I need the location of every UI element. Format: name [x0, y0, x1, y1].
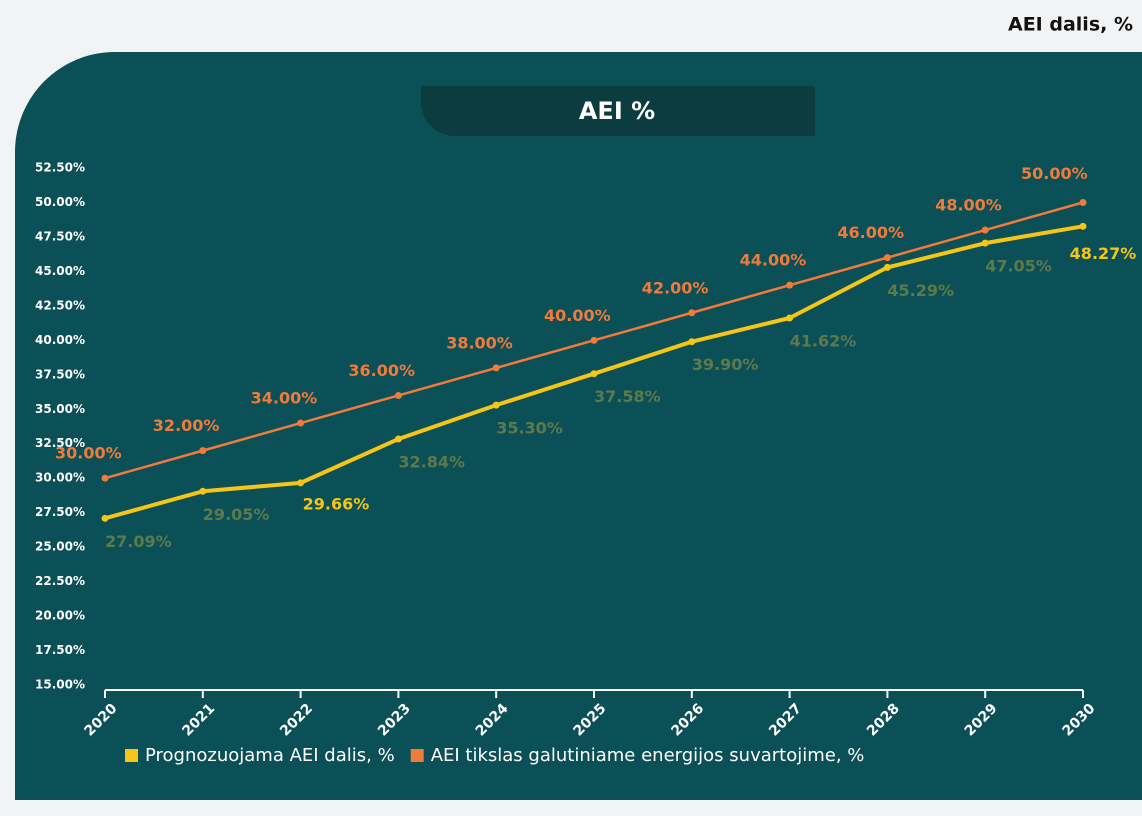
data-label: 36.00% [348, 361, 415, 380]
chart-title: AEI % [579, 97, 655, 125]
data-point [1079, 198, 1087, 206]
data-label: 45.29% [887, 281, 954, 300]
data-label: 37.58% [594, 387, 661, 406]
y-tick-label: 47.50% [35, 229, 85, 243]
data-label: 40.00% [544, 306, 611, 325]
y-tick-label: 50.00% [35, 195, 85, 209]
y-tick-label: 15.00% [35, 678, 85, 692]
data-point [786, 281, 794, 289]
data-label: 47.05% [985, 257, 1052, 276]
y-tick-label: 45.00% [35, 264, 85, 278]
data-label: 29.05% [203, 505, 270, 524]
y-tick-label: 20.00% [35, 609, 85, 623]
data-point [394, 435, 402, 443]
y-tick-label: 17.50% [35, 643, 85, 657]
data-point [199, 447, 207, 455]
y-tick-label: 22.50% [35, 574, 85, 588]
data-point [883, 254, 891, 262]
y-tick-label: 35.00% [35, 402, 85, 416]
y-tick-label: 32.50% [35, 436, 85, 450]
y-tick-label: 37.50% [35, 367, 85, 381]
data-label: 46.00% [837, 223, 904, 242]
data-point [101, 474, 109, 482]
data-point [492, 401, 500, 409]
data-point [1079, 222, 1087, 230]
data-point [394, 391, 402, 399]
data-point [297, 479, 305, 487]
data-point [297, 419, 305, 427]
data-point [688, 338, 696, 346]
title-tab [421, 86, 815, 136]
data-label: 50.00% [1021, 164, 1088, 183]
y-tick-label: 25.00% [35, 540, 85, 554]
data-point [981, 239, 989, 247]
data-label: 32.00% [153, 416, 220, 435]
data-point [101, 514, 109, 522]
data-label: 27.09% [105, 532, 172, 551]
data-label: 48.27% [1070, 244, 1137, 263]
data-label: 34.00% [251, 389, 318, 408]
data-point [981, 226, 989, 234]
data-label: 32.84% [398, 453, 465, 472]
y-tick-label: 40.00% [35, 333, 85, 347]
legend-swatch [125, 749, 138, 762]
y-tick-label: 27.50% [35, 505, 85, 519]
data-point [590, 370, 598, 378]
y-tick-label: 30.00% [35, 471, 85, 485]
data-label: 38.00% [446, 333, 513, 352]
data-label: 44.00% [740, 251, 807, 270]
data-label: 29.66% [303, 494, 370, 513]
data-point [688, 309, 696, 317]
data-point [199, 487, 207, 495]
y-tick-label: 42.50% [35, 298, 85, 312]
data-point [883, 263, 891, 271]
legend-swatch [410, 749, 424, 762]
panel [15, 52, 1142, 800]
legend-label: AEI tikslas galutiniame energijos suvart… [431, 745, 865, 766]
data-point [786, 314, 794, 322]
legend-label: Prognozuojama AEI dalis, % [145, 745, 395, 766]
data-label: 42.00% [642, 278, 709, 297]
data-point [492, 364, 500, 372]
data-label: 39.90% [692, 355, 759, 374]
header-label: AEI dalis, % [1008, 14, 1133, 36]
data-label: 35.30% [496, 419, 563, 438]
data-point [590, 336, 598, 344]
data-label: 48.00% [935, 196, 1002, 215]
data-label: 30.00% [55, 444, 122, 463]
y-tick-label: 52.50% [35, 161, 85, 175]
data-label: 41.62% [790, 331, 857, 350]
